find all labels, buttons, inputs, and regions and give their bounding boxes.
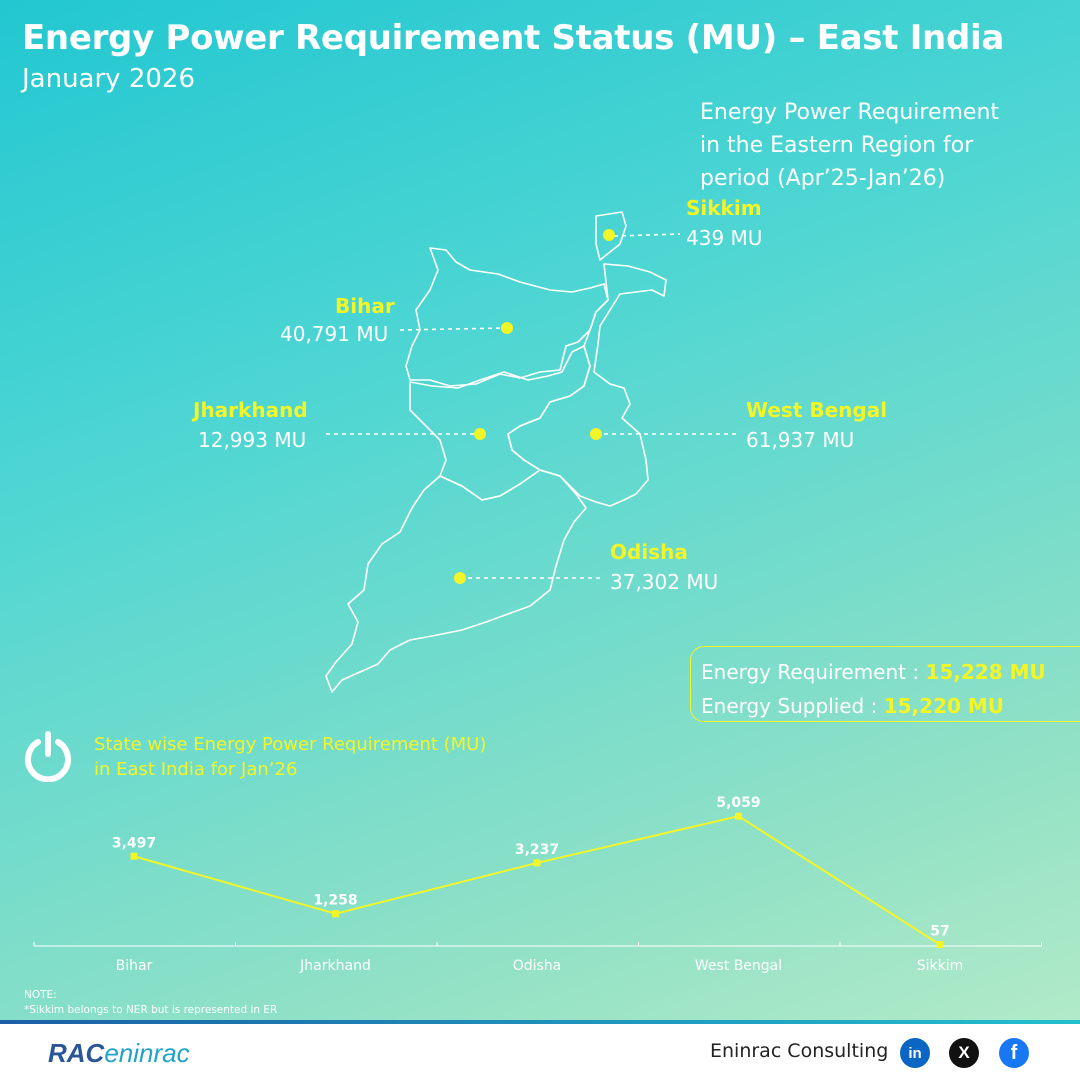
data-point	[735, 812, 742, 820]
series-line	[133, 815, 941, 946]
requirement-label: Energy Requirement :	[701, 660, 926, 684]
x-icon[interactable]: X	[949, 1038, 979, 1068]
sikkim-label: Sikkim	[686, 196, 762, 220]
jharkhand-label: Jharkhand	[193, 398, 308, 422]
data-point	[332, 910, 339, 918]
period-line-2: in the Eastern Region for	[700, 133, 974, 158]
x-tick-label: Bihar	[116, 958, 153, 974]
data-label: 3,237	[515, 842, 559, 858]
bihar-value: 40,791 MU	[280, 322, 389, 346]
section-title-line-2: in East India for Jan’26	[94, 759, 298, 780]
odisha-outline	[325, 469, 587, 693]
facebook-icon[interactable]: f	[999, 1038, 1029, 1068]
west-bengal-value: 61,937 MU	[746, 428, 855, 452]
section-title-line-1: State wise Energy Power Requirement (MU)	[94, 734, 487, 755]
note-heading: NOTE:	[24, 989, 57, 1001]
sikkim-marker	[603, 229, 615, 241]
bihar-label: Bihar	[335, 294, 395, 318]
data-label: 1,258	[313, 893, 357, 909]
power-icon	[25, 731, 71, 782]
page-subtitle: January 2026	[22, 64, 195, 94]
requirement-value: 15,228 MU	[925, 660, 1046, 684]
sikkim-leader	[613, 233, 681, 237]
bihar-marker	[501, 322, 513, 334]
odisha-value: 37,302 MU	[610, 570, 719, 594]
data-label: 5,059	[716, 795, 760, 811]
sikkim-outline	[595, 211, 627, 261]
supplied-label: Energy Supplied :	[701, 694, 884, 718]
period-line-1: Energy Power Requirement	[700, 100, 1000, 125]
jharkhand-marker	[474, 428, 486, 440]
data-point	[533, 859, 541, 867]
linkedin-icon[interactable]: in	[900, 1038, 930, 1068]
odisha-label: Odisha	[610, 540, 688, 564]
west-bengal-marker	[590, 428, 602, 440]
x-tick-label: Odisha	[513, 958, 562, 974]
note: NOTE: *Sikkim belongs to NER but is repr…	[24, 988, 277, 1018]
east-india-map	[325, 211, 681, 693]
data-point	[130, 852, 138, 860]
sikkim-value: 439 MU	[686, 226, 763, 250]
page-title: Energy Power Requirement Status (MU) – E…	[22, 18, 1004, 58]
summary-box: Energy Requirement : 15,228 MU Energy Su…	[690, 646, 1080, 722]
brand-name: Eninrac Consulting	[710, 1040, 889, 1062]
eninrac-logo: RACeninrac	[48, 1038, 190, 1068]
requirement-row: Energy Requirement : 15,228 MU	[701, 655, 1080, 689]
jharkhand-outline	[409, 345, 591, 501]
period-line-3: period (Apr’25-Jan’26)	[700, 166, 946, 191]
supplied-value: 15,220 MU	[883, 694, 1005, 718]
jharkhand-value: 12,993 MU	[198, 428, 307, 452]
west-bengal-outline	[507, 263, 667, 507]
data-label: 57	[930, 924, 949, 940]
section-title: State wise Energy Power Requirement (MU)…	[94, 732, 554, 782]
note-text: *Sikkim belongs to NER but is represente…	[24, 1004, 278, 1016]
data-point	[936, 941, 944, 949]
line-chart: 3,497 Bihar 1,258 Jharkhand 3,237 Odisha 5,059…	[33, 795, 1042, 974]
x-tick-label: Jharkhand	[299, 958, 371, 974]
footer: RACeninrac Eninrac Consulting in X f	[0, 1024, 1080, 1080]
x-tick-label: West Bengal	[695, 958, 782, 974]
footer-divider	[0, 1020, 1080, 1024]
bihar-outline	[405, 247, 609, 387]
period-caption: Energy Power Requirement in the Eastern …	[700, 96, 1060, 195]
west-bengal-label: West Bengal	[746, 398, 888, 422]
data-label: 3,497	[112, 835, 156, 851]
odisha-marker	[454, 572, 466, 584]
supplied-row: Energy Supplied : 15,220 MU	[701, 689, 1080, 723]
x-tick-label: Sikkim	[917, 958, 964, 974]
bihar-leader	[399, 327, 507, 331]
